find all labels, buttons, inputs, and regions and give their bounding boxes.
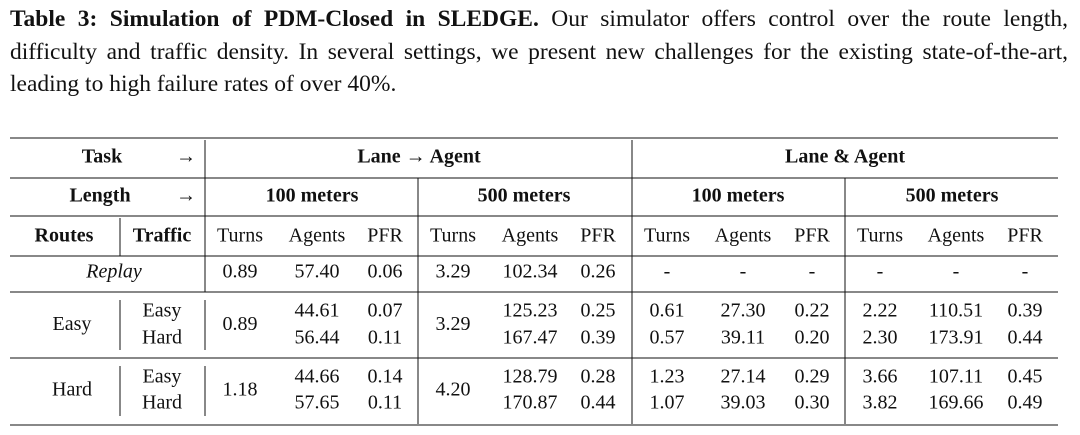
cell: 169.66	[929, 392, 984, 414]
cell: 57.65	[295, 392, 340, 414]
cell: -	[877, 261, 884, 283]
caption: Table 3: Simulation of PDM-Closed in SLE…	[10, 3, 1068, 101]
header-metric: Turns	[217, 225, 263, 247]
cell: 0.28	[581, 366, 616, 388]
cell: 0.39	[581, 327, 616, 349]
cell: -	[1022, 261, 1029, 283]
header-metric: PFR	[580, 225, 616, 247]
header-setting: Lane & Agent	[785, 146, 905, 168]
cell: -	[953, 261, 960, 283]
header-length-value: 100 meters	[692, 185, 785, 207]
cell: 44.66	[295, 366, 340, 388]
header-task: Task	[82, 146, 123, 168]
cell: 0.26	[581, 261, 616, 283]
header-metric: Agents	[502, 225, 559, 247]
header-metric: Turns	[857, 225, 903, 247]
cell: 0.06	[368, 261, 403, 283]
cell: 1.07	[650, 392, 685, 414]
cell: 167.47	[503, 327, 558, 349]
cell: -	[664, 261, 671, 283]
cell: 0.25	[581, 300, 616, 322]
cell: 0.14	[368, 366, 403, 388]
cell: 0.39	[1008, 300, 1043, 322]
header-metric: Agents	[715, 225, 772, 247]
routes-label: Hard	[52, 379, 92, 401]
cell: 128.79	[503, 366, 558, 388]
header-routes: Routes	[35, 225, 94, 247]
header-metric: Turns	[430, 225, 476, 247]
cell: 110.51	[929, 300, 983, 322]
routes-label: Easy	[53, 313, 92, 335]
cell: 0.89	[223, 261, 258, 283]
cell: 27.14	[721, 366, 766, 388]
cell: -	[740, 261, 747, 283]
cell: 57.40	[295, 261, 340, 283]
cell: 3.82	[863, 392, 898, 414]
cell: 1.23	[650, 366, 685, 388]
cell: 0.44	[581, 392, 616, 414]
cell: 2.30	[863, 327, 898, 349]
cell: 0.29	[795, 366, 830, 388]
cell: 39.11	[721, 327, 765, 349]
header-metric: Agents	[928, 225, 985, 247]
header-length-value: 500 meters	[906, 185, 999, 207]
header-metric: PFR	[794, 225, 830, 247]
cell: 0.11	[368, 392, 402, 414]
cell: 4.20	[436, 379, 471, 401]
caption-text: Our simulator offers control over the ro…	[10, 6, 1069, 97]
cell: 0.45	[1008, 366, 1043, 388]
cell: 0.22	[795, 300, 830, 322]
traffic-label: Hard	[142, 392, 182, 414]
header-metric: Agents	[289, 225, 346, 247]
cell: 170.87	[503, 392, 558, 414]
cell: 173.91	[929, 327, 984, 349]
traffic-label: Easy	[143, 366, 182, 388]
header-metric: Turns	[644, 225, 690, 247]
header-length: Length	[69, 185, 130, 207]
cell: 2.22	[863, 300, 898, 322]
cell: 0.89	[223, 313, 258, 335]
cell: 0.49	[1008, 392, 1043, 414]
header-metric: PFR	[367, 225, 403, 247]
cell: 3.66	[863, 366, 898, 388]
caption-label: Table 3: Simulation of PDM-Closed in SLE…	[10, 6, 539, 32]
cell: 0.57	[650, 327, 685, 349]
traffic-label: Easy	[143, 300, 182, 322]
cell: 3.29	[436, 313, 471, 335]
header-arrow: →	[176, 185, 196, 207]
header-length-value: 100 meters	[266, 185, 359, 207]
header-metric: PFR	[1007, 225, 1043, 247]
cell: 107.11	[929, 366, 983, 388]
header-setting: Lane → Agent	[357, 146, 481, 168]
cell: 0.20	[795, 327, 830, 349]
cell: 27.30	[721, 300, 766, 322]
cell: 0.11	[368, 327, 402, 349]
cell: 39.03	[721, 392, 766, 414]
cell: -	[809, 261, 816, 283]
header-arrow: →	[176, 146, 196, 168]
cell: 0.07	[368, 300, 403, 322]
header-length-value: 500 meters	[478, 185, 571, 207]
cell: 102.34	[503, 261, 558, 283]
cell: 0.30	[795, 392, 830, 414]
cell: 44.61	[295, 300, 340, 322]
cell: 3.29	[436, 261, 471, 283]
traffic-label: Hard	[142, 327, 182, 349]
cell: 56.44	[295, 327, 340, 349]
cell: 0.44	[1008, 327, 1043, 349]
replay-label: Replay	[85, 261, 142, 283]
cell: 125.23	[503, 300, 558, 322]
cell: 1.18	[223, 379, 258, 401]
header-traffic: Traffic	[133, 225, 192, 247]
cell: 0.61	[650, 300, 685, 322]
